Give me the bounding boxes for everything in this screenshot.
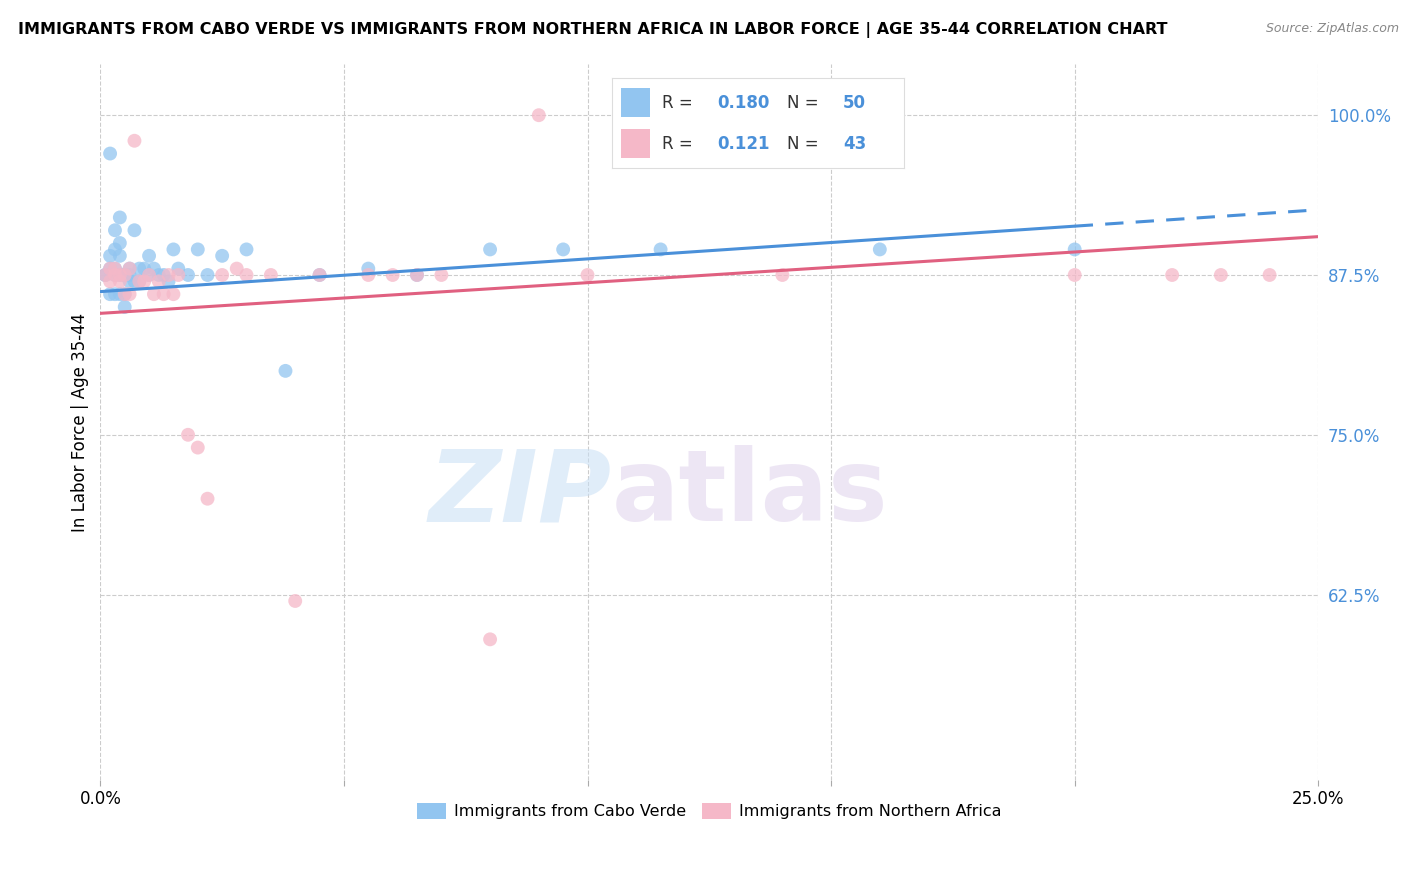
Point [98,146,121,161]
Point [98,261,121,276]
Point [142,287,165,301]
Point [98,287,121,301]
Point [104,243,127,257]
Point [479,632,502,647]
Point [225,261,247,276]
Point [167,261,190,276]
Point [553,243,575,257]
Point [114,268,136,282]
Point [260,268,283,282]
Point [128,261,150,276]
Point [1209,268,1232,282]
Point [211,268,233,282]
Point [211,249,233,263]
Point [124,223,146,237]
Point [104,261,127,276]
Point [128,274,150,288]
Point [177,268,200,282]
Point [162,243,184,257]
Point [357,261,380,276]
Point [1063,268,1085,282]
Point [381,268,404,282]
Point [98,274,121,288]
Point [98,249,121,263]
Point [114,268,136,282]
Point [157,268,180,282]
Point [197,268,219,282]
Point [94,268,117,282]
Text: IMMIGRANTS FROM CABO VERDE VS IMMIGRANTS FROM NORTHERN AFRICA IN LABOR FORCE | A: IMMIGRANTS FROM CABO VERDE VS IMMIGRANTS… [18,22,1168,38]
Point [770,268,793,282]
Point [235,268,257,282]
Point [148,268,170,282]
Point [308,268,330,282]
Point [104,268,127,282]
Point [235,243,257,257]
Point [157,274,180,288]
Point [152,268,174,282]
Point [108,268,131,282]
Point [138,268,160,282]
Point [108,287,131,301]
Point [138,268,160,282]
Point [108,249,131,263]
Point [187,243,209,257]
Point [124,274,146,288]
Point [479,243,502,257]
Point [108,268,131,282]
Point [104,268,127,282]
Point [104,223,127,237]
Point [357,268,380,282]
Point [869,243,891,257]
Point [134,261,156,276]
Point [114,287,136,301]
Point [94,268,117,282]
Point [148,274,170,288]
Point [94,268,117,282]
Point [114,268,136,282]
Point [152,287,174,301]
Point [1161,268,1184,282]
Point [118,261,141,276]
Point [118,268,141,282]
Point [650,243,672,257]
Point [104,261,127,276]
Y-axis label: In Labor Force | Age 35-44: In Labor Force | Age 35-44 [72,312,89,532]
Point [114,287,136,301]
Point [142,261,165,276]
Point [308,268,330,282]
Point [406,268,429,282]
Point [430,268,453,282]
Point [108,274,131,288]
Point [167,268,190,282]
Point [134,274,156,288]
Point [197,491,219,506]
Point [1063,243,1085,257]
Point [124,134,146,148]
Point [187,441,209,455]
Point [284,594,307,608]
Point [118,274,141,288]
Point [108,211,131,225]
Point [118,287,141,301]
Text: ZIP: ZIP [429,445,612,542]
Point [274,364,297,378]
Point [527,108,550,122]
Point [118,261,141,276]
Point [138,249,160,263]
Text: atlas: atlas [612,445,889,542]
Text: Source: ZipAtlas.com: Source: ZipAtlas.com [1265,22,1399,36]
Point [177,427,200,442]
Legend: Immigrants from Cabo Verde, Immigrants from Northern Africa: Immigrants from Cabo Verde, Immigrants f… [411,797,1008,826]
Point [162,287,184,301]
Point [98,261,121,276]
Point [576,268,599,282]
Point [114,300,136,314]
Point [406,268,429,282]
Point [104,287,127,301]
Point [1258,268,1281,282]
Point [108,235,131,250]
Point [128,274,150,288]
